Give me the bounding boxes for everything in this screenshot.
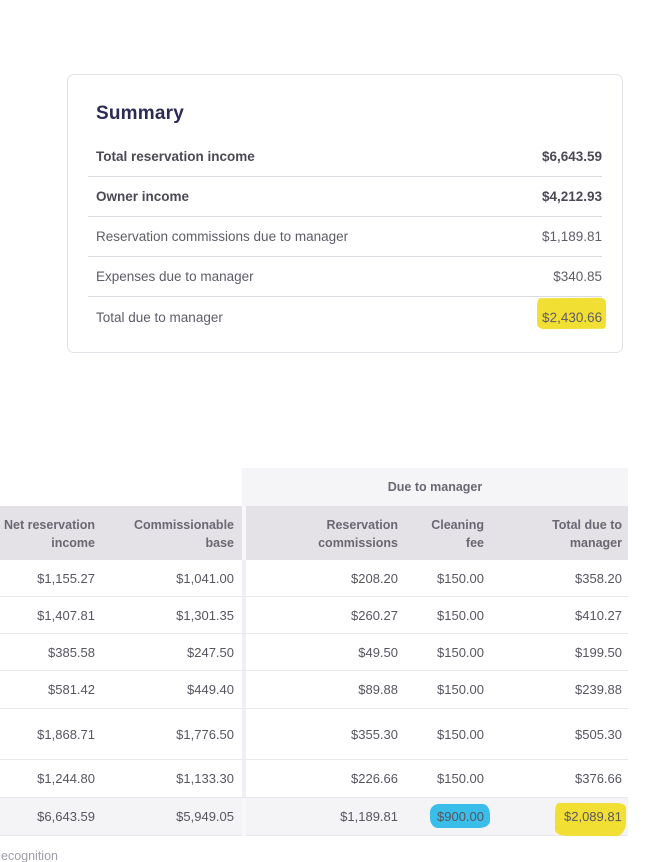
table-row: $1,407.81 $1,301.35 $260.27 $150.00 $410.27 — [0, 597, 628, 634]
table-row: $1,868.71 $1,776.50 $355.30 $150.00 $505.30 — [0, 709, 628, 760]
highlighted-value-yellow: $2,430.66 — [536, 297, 607, 329]
table-total-row: $6,643.59 $5,949.05 $1,189.81 $900.00 $2,089… — [0, 798, 628, 837]
summary-row-label: Total due to manager — [96, 309, 223, 325]
table-row: $385.58 $247.50 $49.50 $150.00 $199.50 — [0, 634, 628, 671]
table-cell: $1,776.50 — [176, 726, 234, 742]
table-row: $581.42 $449.40 $89.88 $150.00 $239.88 — [0, 671, 628, 709]
table-cell: $376.66 — [575, 771, 622, 786]
table-cell: $1,868.71 — [37, 726, 95, 742]
table-cell: $260.27 — [351, 607, 398, 623]
table-cell: $449.40 — [187, 682, 234, 697]
summary-row-value: $4,212.93 — [541, 189, 602, 204]
table-cell: $150.00 — [437, 682, 484, 697]
total-row-cell: $2,089.81 — [494, 802, 628, 837]
summary-row-value: $6,643.59 — [541, 149, 602, 164]
table-cell: $199.50 — [575, 644, 622, 660]
table-cell: $410.27 — [575, 607, 622, 623]
summary-row-value: $1,189.81 — [541, 229, 602, 244]
table-cell: $1,133.30 — [176, 771, 234, 786]
table-cell: $385.58 — [48, 644, 95, 660]
summary-row-total-due-to-manager: Total due to manager $2,430.66 — [88, 297, 607, 337]
table-cell: $239.88 — [575, 682, 622, 697]
group-header-due-to-manager: Due to manager — [242, 468, 628, 506]
summary-row-reservation-commissions: Reservation commissions due to manager $… — [88, 217, 602, 257]
table-cell: $505.30 — [575, 726, 622, 742]
highlighted-value-yellow: $2,089.81 — [555, 802, 627, 837]
summary-row-label: Expenses due to manager — [96, 269, 254, 284]
table-cell: $247.50 — [187, 644, 234, 660]
table-cell: $150.00 — [437, 570, 484, 586]
summary-row-label: Reservation commissions due to manager — [96, 229, 349, 244]
table-cell: $1,301.35 — [176, 607, 234, 623]
table-cell: $358.20 — [575, 570, 622, 586]
column-header-cell: Cleaning fee — [431, 518, 484, 550]
summary-row-label: Total reservation income — [96, 149, 255, 164]
table-cell: $581.42 — [48, 682, 95, 697]
summary-row-owner-income: Owner income $4,212.93 — [88, 177, 602, 217]
table-body: $1,155.27 $1,041.00 $208.20 $150.00 $358.20 $… — [0, 560, 628, 798]
table-cell: $226.66 — [351, 771, 398, 786]
summary-card: Summary Total reservation income $6,643.… — [67, 74, 623, 353]
table-cell: $150.00 — [437, 726, 484, 742]
table-row: $1,155.27 $1,041.00 $208.20 $150.00 $358.20 — [0, 560, 628, 597]
summary-row-value: $340.85 — [553, 269, 602, 284]
total-row-cell: $900.00 — [408, 804, 494, 828]
total-row-cell: $1,189.81 — [340, 809, 398, 824]
table-cell: $355.30 — [351, 726, 398, 742]
table-cell: $89.88 — [358, 682, 398, 697]
summary-row-total-reservation-income: Total reservation income $6,643.59 — [88, 137, 602, 177]
cutoff-footer-text: ecognition — [1, 849, 58, 862]
column-header-cell: Commissionable base — [133, 518, 234, 550]
table-column-header-row: Net reservation income Commissionable base R… — [0, 506, 628, 560]
column-group-divider — [242, 560, 246, 798]
summary-title: Summary — [96, 103, 184, 124]
table-cell: $150.00 — [437, 771, 484, 786]
column-group-divider — [242, 506, 246, 560]
total-row-cell: $6,643.59 — [37, 809, 95, 824]
table-cell: $1,155.27 — [37, 570, 95, 586]
table-cell: $1,244.80 — [37, 771, 95, 786]
summary-row-expenses-due: Expenses due to manager $340.85 — [88, 257, 602, 297]
table-cell: $1,041.00 — [176, 570, 234, 586]
column-header-cell: Total due to manager — [552, 518, 622, 550]
table-row: $1,244.80 $1,133.30 $226.66 $150.00 $376.66 — [0, 760, 628, 798]
table-cell: $49.50 — [358, 644, 398, 660]
table-cell: $150.00 — [437, 644, 484, 660]
column-header-cell: Net reservation income — [3, 518, 95, 550]
column-group-divider — [242, 799, 246, 836]
highlighted-value-cyan: $900.00 — [430, 804, 490, 828]
table-cell: $1,407.81 — [37, 607, 95, 623]
column-header-cell: Reservation commissions — [318, 518, 398, 550]
table-cell: $150.00 — [437, 607, 484, 623]
total-row-cell: $5,949.05 — [176, 809, 234, 824]
summary-row-label: Owner income — [96, 189, 190, 204]
table-cell: $208.20 — [351, 570, 398, 586]
